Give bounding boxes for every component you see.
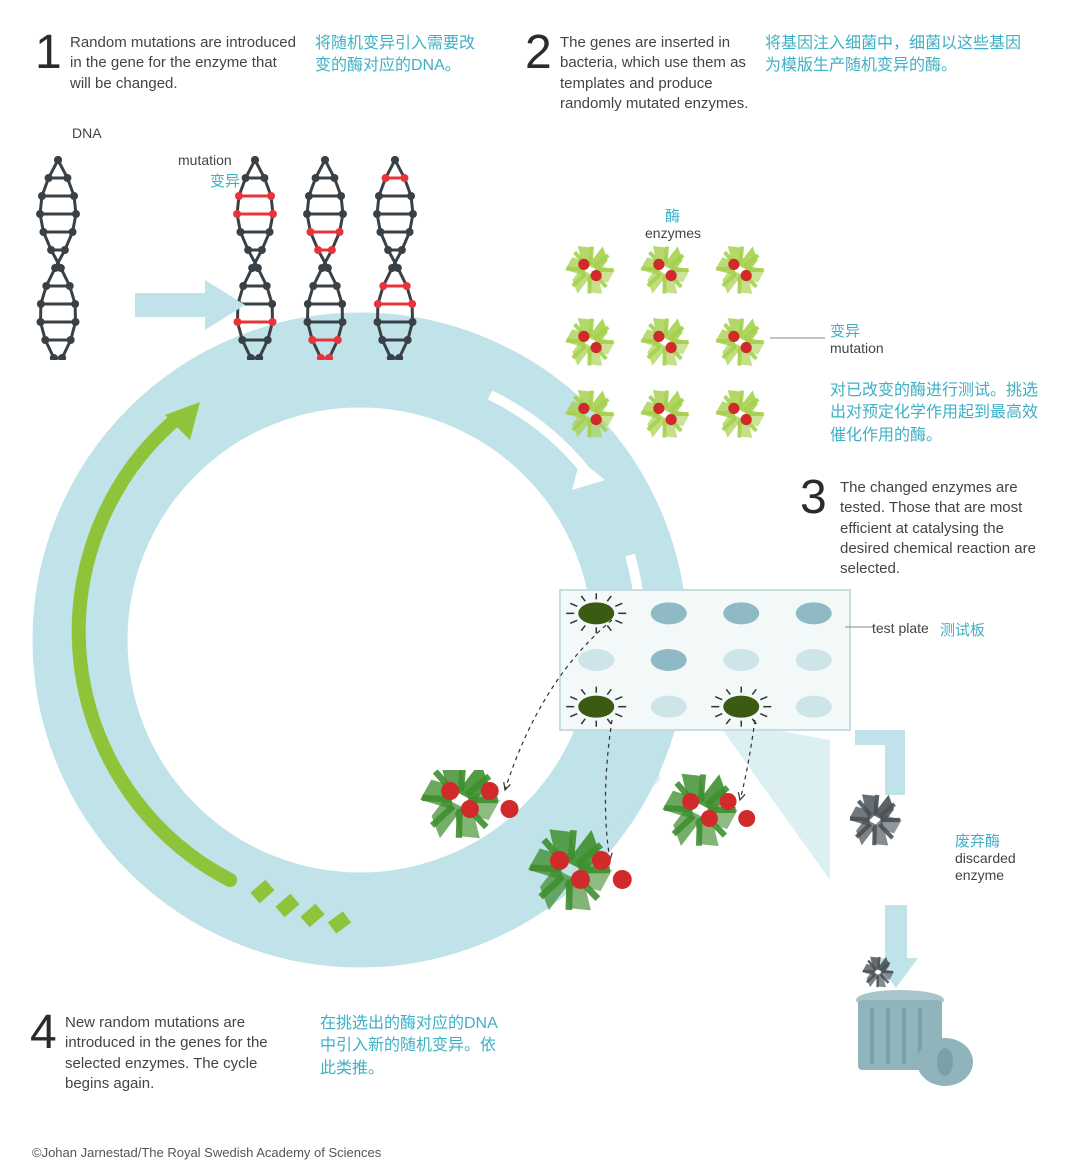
plate-pointer <box>845 622 875 632</box>
test-plate <box>555 585 885 765</box>
step2-en: The genes are inserted in bacteria, whic… <box>560 33 755 114</box>
testplate-label-zh: 测试板 <box>940 619 985 640</box>
discard-flow <box>850 730 1070 1090</box>
mutation-pointer <box>770 330 830 350</box>
step4-num: 4 <box>30 1005 57 1060</box>
step2-num: 2 <box>525 25 552 80</box>
step3-zh: 对已改变的酶进行测试。挑选出对预定化学作用起到最高效催化作用的酶。 <box>830 380 1050 447</box>
step3-en: The changed enzymes are tested. Those th… <box>840 478 1050 579</box>
enzymes-label-en: enzymes <box>645 225 701 241</box>
selected-enzymes <box>420 770 920 1070</box>
enzymes-label-zh: 酶 <box>665 205 680 226</box>
dna-arrow <box>135 275 255 335</box>
credit: ©Johan Jarnestad/The Royal Swedish Acade… <box>32 1145 381 1160</box>
step2-zh: 将基因注入细菌中，细菌以这些基因为模版生产随机变异的酶。 <box>765 33 1025 78</box>
step4-en: New random mutations are introduced in t… <box>65 1013 300 1094</box>
enzyme-grid <box>560 240 840 500</box>
